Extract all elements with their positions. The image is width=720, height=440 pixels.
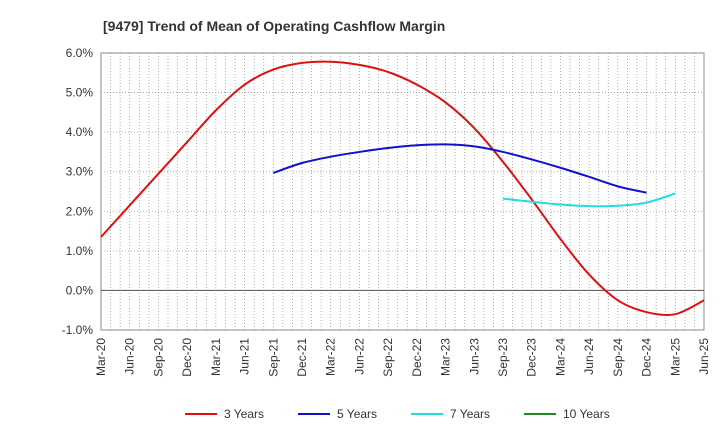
y-tick-label: 2.0% [66,204,94,218]
x-tick-label: Jun-22 [352,338,366,375]
x-tick-label: Mar-22 [324,338,338,376]
chart-title: [9479] Trend of Mean of Operating Cashfl… [103,18,445,34]
y-tick-label: 5.0% [66,86,94,100]
y-tick-label: 4.0% [66,125,94,139]
x-tick-label: Jun-20 [123,338,137,375]
x-tick-label: Dec-21 [295,338,309,377]
series-line-3-years [100,60,705,317]
x-tick-label: Jun-23 [467,338,481,375]
y-axis-ticks: 6.0% 5.0% 4.0% 3.0% 2.0% 1.0% 0.0% -1.0% [62,46,94,337]
x-tick-label: Sep-21 [266,338,280,377]
x-tick-label: Sep-24 [611,338,625,377]
x-tick-label: Dec-20 [180,338,194,377]
grid [101,52,704,331]
series-line-7-years [502,192,676,208]
x-tick-label: Mar-23 [439,338,453,376]
series-lines [100,60,705,317]
legend-label-7-years: 7 Years [450,407,490,421]
x-tick-label: Mar-25 [668,338,682,376]
x-tick-label: Mar-20 [94,338,108,376]
legend-label-3-years: 3 Years [224,407,264,421]
legend-label-10-years: 10 Years [563,407,610,421]
x-tick-label: Mar-24 [553,338,567,376]
x-tick-label: Dec-24 [640,338,654,377]
y-tick-label: -1.0% [62,323,94,337]
x-tick-label: Jun-21 [238,338,252,375]
x-tick-label: Sep-22 [381,338,395,377]
legend: 3 Years 5 Years 7 Years 10 Years [185,407,610,421]
plot-area-border [100,52,705,331]
series-line-5-years [272,143,647,194]
x-axis-ticks: Mar-20 Jun-20 Sep-20 Dec-20 Mar-21 Jun-21 Sep-… [94,338,711,377]
y-tick-label: 6.0% [66,46,94,60]
x-tick-label: Sep-20 [151,338,165,377]
x-tick-label: Sep-23 [496,338,510,377]
x-tick-label: Dec-23 [525,338,539,377]
y-tick-label: 0.0% [66,283,94,297]
y-tick-label: 1.0% [66,244,94,258]
x-tick-label: Jun-24 [582,338,596,375]
y-tick-label: 3.0% [66,165,94,179]
legend-label-5-years: 5 Years [337,407,377,421]
x-tick-label: Dec-22 [410,338,424,377]
x-tick-label: Mar-21 [209,338,223,376]
x-tick-label: Jun-25 [697,338,711,375]
